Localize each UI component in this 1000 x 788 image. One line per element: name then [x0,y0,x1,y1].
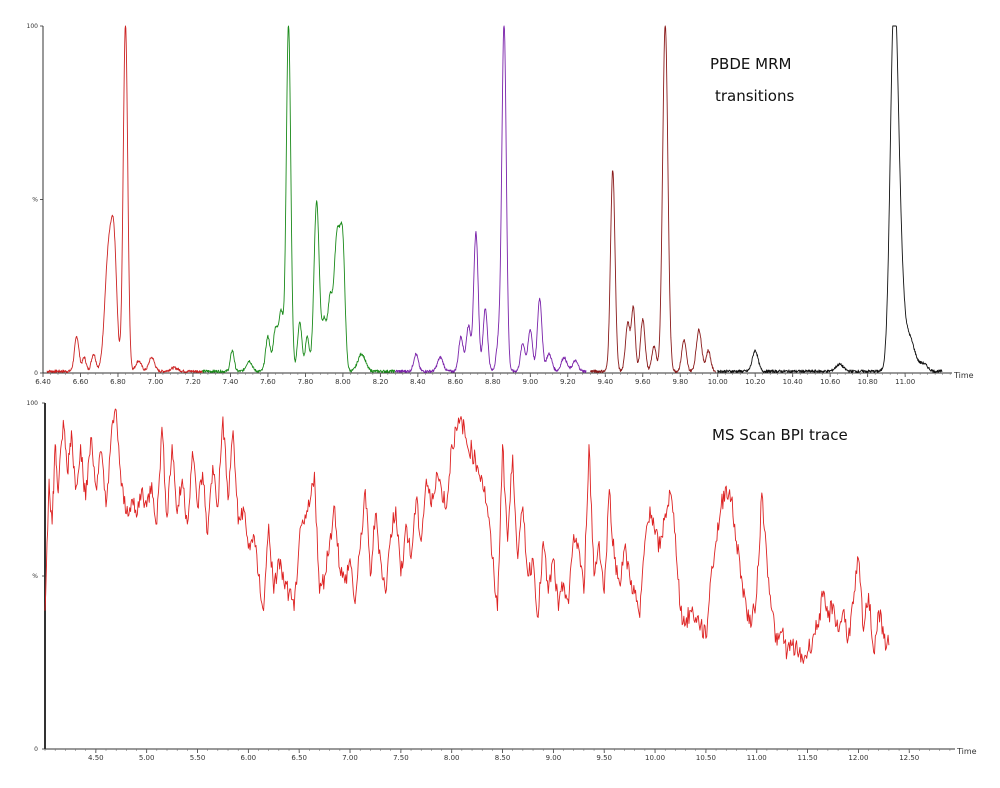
bpi-y-tick-label: 0 [34,746,38,753]
mrm-x-tick-label: 8.20 [373,378,389,386]
mrm-x-tick-label: 9.00 [523,378,539,386]
bpi-y-tick-label: 100 [27,400,39,407]
mrm-traces [46,25,943,374]
mrm-x-tick-label: 7.40 [223,378,239,386]
mrm-x-tick-label: 10.00 [708,378,728,386]
bpi-x-tick-label: 6.00 [241,754,257,762]
mrm-series-2-line [201,25,396,374]
bpi-panel: 0% 100 4.50 5.00 5.50 6.00 6.50 7.00 7.50 8.00 8.5… [27,400,977,762]
bpi-axes: 0% 100 4.50 5.00 5.50 6.00 6.50 7.00 7.50 8.00 8.5… [27,400,977,762]
mrm-x-tick-label: 7.60 [260,378,276,386]
mrm-axes: 0% 100 6.40 6.60 6.80 7.00 7.20 7.40 7.60 7.80 8.0… [27,23,974,386]
mrm-x-tick-label: 8.60 [448,378,464,386]
bpi-x-tick-label: 5.00 [139,754,155,762]
bpi-x-tick-label: 9.00 [546,754,562,762]
bpi-x-tick-label: 7.50 [393,754,409,762]
bpi-x-tick-label: 9.50 [596,754,612,762]
bpi-x-tick-label: 12.00 [848,754,868,762]
mrm-x-tick-label: 10.40 [783,378,803,386]
bpi-x-axis-title: Time [956,747,977,756]
bpi-x-tick-label: 10.00 [645,754,665,762]
bpi-x-tick-label: 11.50 [798,754,818,762]
mrm-x-tick-label: 7.00 [148,378,164,386]
mrm-y-tick-label: % [32,197,38,204]
mrm-x-tick-label: 6.40 [35,378,51,386]
bpi-x-tick-label: 6.50 [291,754,307,762]
mrm-x-tick-label: 10.80 [858,378,878,386]
mrm-x-tick-label: 11.00 [895,378,915,386]
bpi-x-tick-label: 11.00 [747,754,767,762]
bpi-x-tick-label: 7.00 [342,754,358,762]
bpi-x-tick-label: 5.50 [190,754,206,762]
mrm-y-tick-label: 100 [27,23,39,30]
bpi-x-tick-label: 4.50 [88,754,104,762]
bpi-x-tick-label: 8.50 [495,754,511,762]
mrm-x-axis-title: Time [953,371,974,380]
bpi-x-tick-label: 8.00 [444,754,460,762]
mrm-x-tick-label: 9.80 [672,378,688,386]
mrm-panel: 0% 100 6.40 6.60 6.80 7.00 7.20 7.40 7.60 7.80 8.0… [27,23,974,386]
mrm-series-5-line [717,25,943,374]
bpi-traces [44,408,890,664]
mrm-x-tick-label: 8.80 [485,378,501,386]
bpi-x-tick-label: 10.50 [696,754,716,762]
mrm-x-tick-label: 7.20 [185,378,201,386]
mrm-x-tick-label: 8.00 [335,378,351,386]
bpi-annotation: MS Scan BPI trace [712,426,848,444]
bpi-series-1-line [44,408,890,664]
mrm-series-1-line [46,25,203,374]
mrm-series-3-line [394,25,587,374]
mrm-y-tick-label: 0 [34,370,38,377]
bpi-y-tick-label: % [32,573,38,580]
bpi-x-tick-label: 12.50 [899,754,919,762]
mrm-x-tick-label: 8.40 [410,378,426,386]
mrm-annotation-line-1: PBDE MRM [710,55,791,73]
mrm-annotation-line-2: transitions [715,87,794,105]
mrm-x-tick-label: 10.60 [820,378,840,386]
mrm-x-tick-label: 6.60 [73,378,89,386]
mrm-x-tick-label: 9.60 [635,378,651,386]
mrm-series-4-line [589,25,716,374]
mrm-x-tick-label: 6.80 [110,378,126,386]
mrm-x-tick-label: 10.20 [745,378,765,386]
mrm-x-tick-label: 9.20 [560,378,576,386]
mrm-x-tick-label: 7.80 [298,378,314,386]
mrm-x-tick-label: 9.40 [597,378,613,386]
